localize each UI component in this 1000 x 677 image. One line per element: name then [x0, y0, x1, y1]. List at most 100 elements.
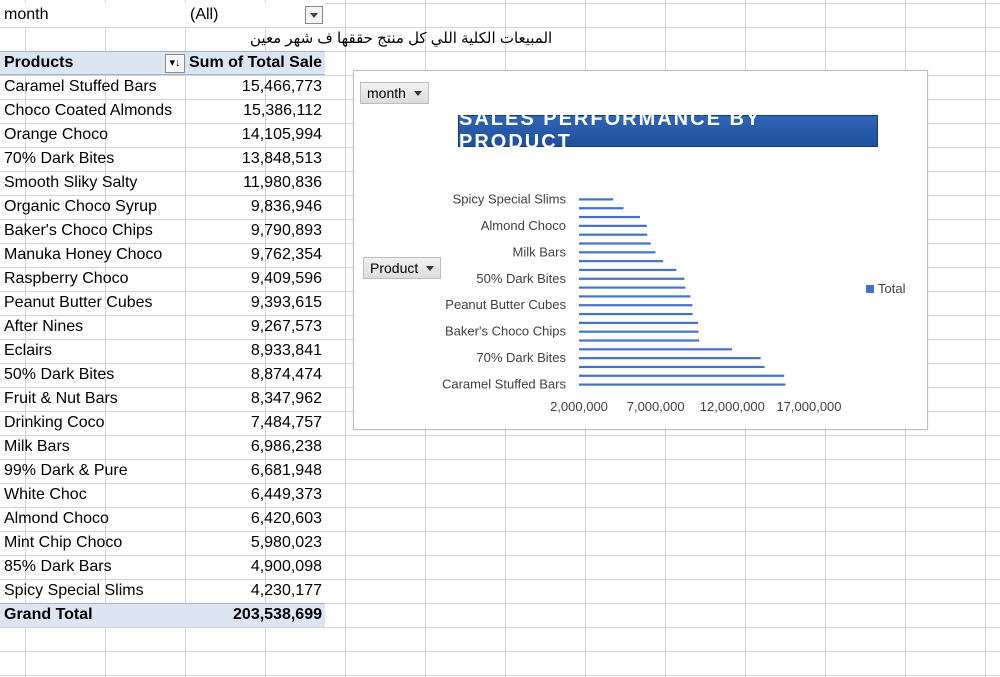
- table-row[interactable]: Milk Bars 6,986,238: [0, 435, 325, 459]
- month-field-button-label: month: [367, 85, 406, 101]
- category-axis-label: Spicy Special Slims: [453, 191, 567, 206]
- table-row[interactable]: 85% Dark Bars 4,900,098: [0, 555, 325, 579]
- table-row[interactable]: After Nines 9,267,573: [0, 315, 325, 339]
- chart-bar[interactable]: [579, 295, 691, 298]
- grand-total-row[interactable]: Grand Total 203,538,699: [0, 603, 325, 627]
- total-sale-cell: 4,900,098: [250, 558, 322, 575]
- total-sale-cell: 7,484,757: [250, 414, 322, 431]
- total-sale-cell: 11,980,836: [243, 174, 322, 191]
- total-sale-cell: 14,105,994: [241, 126, 322, 143]
- chart-bar[interactable]: [579, 330, 699, 333]
- chart-bar[interactable]: [579, 374, 785, 377]
- table-row[interactable]: 70% Dark Bites 13,848,513: [0, 147, 325, 171]
- table-row[interactable]: White Choc 6,449,373: [0, 483, 325, 507]
- table-row[interactable]: Caramel Stuffed Bars 15,466,773: [0, 75, 325, 99]
- product-name-cell: 50% Dark Bites: [4, 366, 115, 383]
- table-row[interactable]: 50% Dark Bites 8,874,474: [0, 363, 325, 387]
- x-axis-tick-label: 12,000,000: [700, 399, 765, 414]
- pivot-chart[interactable]: month Product SALES PERFORMANCE BY PRODU…: [353, 70, 928, 430]
- total-sale-cell: 4,230,177: [250, 582, 322, 599]
- total-sale-cell: 15,466,773: [241, 78, 322, 95]
- total-sale-cell: 13,848,513: [241, 150, 322, 167]
- product-name-cell: Fruit & Nut Bars: [4, 390, 118, 407]
- product-name-cell: Organic Choco Syrup: [4, 198, 157, 215]
- total-sale-cell: 6,420,603: [250, 510, 322, 527]
- chevron-down-icon: [310, 12, 318, 18]
- report-filter-row: month (All): [0, 3, 325, 27]
- product-name-cell: Spicy Special Slims: [4, 582, 144, 599]
- chart-bar[interactable]: [579, 286, 686, 289]
- chart-bar[interactable]: [579, 348, 733, 351]
- category-axis-label: 50% Dark Bites: [476, 271, 566, 286]
- chart-bar[interactable]: [579, 277, 685, 280]
- table-row[interactable]: Orange Choco 14,105,994: [0, 123, 325, 147]
- table-row[interactable]: Eclairs 8,933,841: [0, 339, 325, 363]
- product-name-cell: Peanut Butter Cubes: [4, 294, 153, 311]
- filter-field-value[interactable]: (All): [190, 6, 219, 23]
- total-sale-cell: 6,681,948: [250, 462, 322, 479]
- chart-bar[interactable]: [579, 312, 693, 316]
- filter-dropdown-button[interactable]: [305, 6, 323, 24]
- chart-bar[interactable]: [579, 304, 693, 307]
- product-field-button[interactable]: Product: [363, 257, 442, 279]
- product-field-button-label: Product: [370, 260, 419, 276]
- table-row[interactable]: Smooth Sliky Salty 11,980,836: [0, 171, 325, 195]
- product-name-cell: Raspberry Choco: [4, 270, 129, 287]
- table-row[interactable]: Manuka Honey Choco 9,762,354: [0, 243, 325, 267]
- chevron-down-icon: [413, 90, 422, 96]
- chart-bar[interactable]: [579, 339, 700, 342]
- product-name-cell: Choco Coated Almonds: [4, 102, 173, 119]
- chart-bar[interactable]: [579, 383, 786, 386]
- category-axis-label: Peanut Butter Cubes: [445, 297, 566, 312]
- table-row[interactable]: Fruit & Nut Bars 8,347,962: [0, 387, 325, 411]
- chevron-down-icon: [426, 265, 435, 271]
- total-sale-cell: 6,449,373: [250, 486, 322, 503]
- chart-bar[interactable]: [579, 357, 761, 360]
- chart-bar[interactable]: [579, 321, 699, 324]
- chart-bar[interactable]: [579, 198, 614, 201]
- total-sale-cell: 15,386,112: [243, 102, 322, 119]
- chart-bar[interactable]: [579, 242, 651, 245]
- product-name-cell: Milk Bars: [4, 438, 70, 455]
- chart-bar[interactable]: [579, 215, 641, 219]
- pivot-header-row: Products ▾↓ Sum of Total Sale: [0, 51, 325, 75]
- category-axis-label: Almond Choco: [481, 218, 566, 233]
- product-name-cell: Manuka Honey Choco: [4, 246, 163, 263]
- table-row[interactable]: Peanut Butter Cubes 9,393,615: [0, 291, 325, 315]
- table-row[interactable]: Choco Coated Almonds 15,386,112: [0, 99, 325, 123]
- chart-bar[interactable]: [579, 260, 664, 263]
- table-row[interactable]: Baker's Choco Chips 9,790,893: [0, 219, 325, 243]
- grand-total-label: Grand Total: [4, 606, 93, 623]
- chart-bar[interactable]: [579, 251, 656, 254]
- sort-desc-icon[interactable]: ▾↓: [165, 54, 185, 73]
- table-row[interactable]: 99% Dark & Pure 6,681,948: [0, 459, 325, 483]
- total-sale-cell: 8,347,962: [250, 390, 322, 407]
- table-row[interactable]: Raspberry Choco 9,409,596: [0, 267, 325, 291]
- product-name-cell: 85% Dark Bars: [4, 558, 112, 575]
- product-name-cell: 70% Dark Bites: [4, 150, 115, 167]
- filter-field-label: month: [4, 6, 49, 23]
- product-name-cell: White Choc: [4, 486, 87, 503]
- table-row[interactable]: Spicy Special Slims 4,230,177: [0, 579, 325, 603]
- chart-bar[interactable]: [579, 224, 647, 227]
- table-row[interactable]: Drinking Coco 7,484,757: [0, 411, 325, 435]
- month-field-button[interactable]: month: [360, 82, 429, 104]
- product-name-cell: Caramel Stuffed Bars: [4, 78, 157, 95]
- table-row[interactable]: Organic Choco Syrup 9,836,946: [0, 195, 325, 219]
- product-name-cell: Drinking Coco: [4, 414, 105, 431]
- chart-bar[interactable]: [579, 365, 765, 369]
- products-column-header: Products: [4, 54, 74, 71]
- total-sale-cell: 6,986,238: [250, 438, 322, 455]
- chart-legend[interactable]: Total: [866, 281, 905, 296]
- table-row[interactable]: Mint Chip Choco 5,980,023: [0, 531, 325, 555]
- table-row[interactable]: Almond Choco 6,420,603: [0, 507, 325, 531]
- chart-bar[interactable]: [579, 233, 648, 236]
- legend-swatch: [866, 284, 874, 293]
- grand-total-value: 203,538,699: [233, 606, 322, 623]
- total-sale-cell: 5,980,023: [250, 534, 322, 551]
- total-sale-cell: 9,762,354: [250, 246, 322, 263]
- chart-bar[interactable]: [579, 268, 677, 272]
- chart-bar[interactable]: [579, 207, 624, 210]
- total-sale-cell: 8,874,474: [250, 366, 322, 383]
- product-name-cell: Mint Chip Choco: [4, 534, 123, 551]
